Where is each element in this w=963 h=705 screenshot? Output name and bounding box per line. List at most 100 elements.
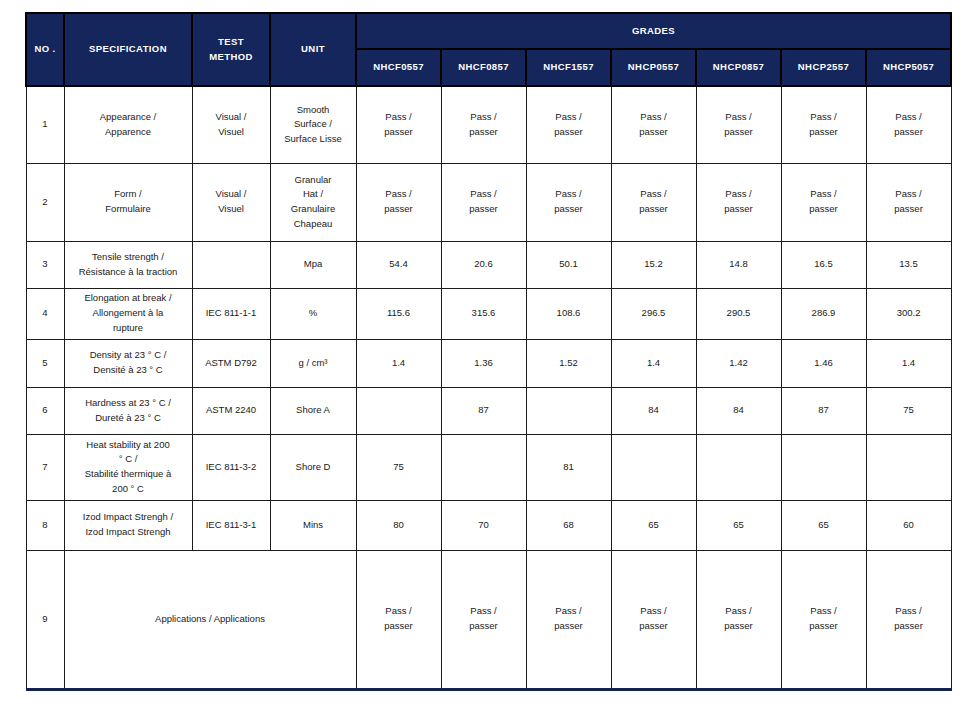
grade-value-cell: 15.2 (611, 241, 696, 288)
grade-value-cell: Pass / passer (781, 163, 866, 241)
grade-value-cell: Pass / passer (526, 550, 611, 689)
grade-value-cell: 65 (696, 500, 781, 550)
table-row: 8 Izod Impact Strengh / Izod Impact Stre… (26, 500, 951, 550)
unit-cell: Shore D (270, 434, 356, 500)
specification-cell: Izod Impact Strengh / Izod Impact Streng… (64, 500, 192, 550)
spec-table: NO . SPECIFICATION TEST METHOD UNIT GRAD… (25, 12, 952, 691)
row-number-cell: 3 (26, 241, 64, 288)
grade-value-cell: 1.46 (781, 339, 866, 387)
grade-value-cell: 1.4 (866, 339, 951, 387)
grade-value-cell: 108.6 (526, 288, 611, 339)
grade-value-cell: 65 (611, 500, 696, 550)
grade-value-cell: 81 (526, 434, 611, 500)
grade-value-cell (526, 387, 611, 434)
test-method-cell: Visual / Visuel (192, 86, 270, 163)
specification-cell: Heat stability at 200 ° C / Stabilité th… (64, 434, 192, 500)
unit-cell: % (270, 288, 356, 339)
grade-value-cell: 65 (781, 500, 866, 550)
grade-value-cell: 68 (526, 500, 611, 550)
grade-value-cell: Pass / passer (611, 550, 696, 689)
header-row-top: NO . SPECIFICATION TEST METHOD UNIT GRAD… (26, 13, 951, 49)
unit-cell: Smooth Surface / Surface Lisse (270, 86, 356, 163)
test-method-cell: ASTM D792 (192, 339, 270, 387)
table-row: 4 Elongation at break / Allongement à la… (26, 288, 951, 339)
grade-value-cell: 290.5 (696, 288, 781, 339)
row-number-cell: 9 (26, 550, 64, 689)
specification-cell: Hardness at 23 ° C / Dureté à 23 ° C (64, 387, 192, 434)
grade-value-cell: Pass / passer (356, 86, 441, 163)
grade-value-cell: 1.4 (611, 339, 696, 387)
col-header-grades: GRADES (356, 13, 951, 49)
row-number-cell: 4 (26, 288, 64, 339)
table-row: 7 Heat stability at 200 ° C / Stabilité … (26, 434, 951, 500)
col-header-specification: SPECIFICATION (64, 13, 192, 86)
grade-column-header: NHCF0857 (441, 49, 526, 86)
grade-value-cell: 87 (441, 387, 526, 434)
grade-value-cell: 60 (866, 500, 951, 550)
grade-value-cell: 115.6 (356, 288, 441, 339)
grade-value-cell: 75 (356, 434, 441, 500)
grade-column-header: NHCP0857 (696, 49, 781, 86)
unit-cell: Granular Hat / Granulaire Chapeau (270, 163, 356, 241)
table-row: 5 Density at 23 ° C / Densité à 23 ° C A… (26, 339, 951, 387)
grade-value-cell: Pass / passer (781, 550, 866, 689)
specification-cell: Tensile strength / Résistance à la tract… (64, 241, 192, 288)
grade-value-cell (356, 387, 441, 434)
row-number-cell: 7 (26, 434, 64, 500)
grade-value-cell: Pass / passer (781, 86, 866, 163)
grade-column-header: NHCF1557 (526, 49, 611, 86)
grade-value-cell: 296.5 (611, 288, 696, 339)
specification-cell: Form / Formulaire (64, 163, 192, 241)
grade-column-header: NHCP0557 (611, 49, 696, 86)
grade-value-cell: 84 (611, 387, 696, 434)
grade-value-cell: 87 (781, 387, 866, 434)
grade-value-cell: Pass / passer (356, 550, 441, 689)
unit-cell: Mpa (270, 241, 356, 288)
grade-value-cell (781, 434, 866, 500)
specification-cell: Density at 23 ° C / Densité à 23 ° C (64, 339, 192, 387)
grade-column-header: NHCP2557 (781, 49, 866, 86)
grade-value-cell: 50.1 (526, 241, 611, 288)
grade-value-cell: Pass / passer (441, 550, 526, 689)
grade-value-cell: 1.52 (526, 339, 611, 387)
grade-value-cell: 1.36 (441, 339, 526, 387)
grade-value-cell: 54.4 (356, 241, 441, 288)
spec-sheet-page: NO . SPECIFICATION TEST METHOD UNIT GRAD… (0, 0, 963, 705)
grade-value-cell: 84 (696, 387, 781, 434)
test-method-cell: IEC 811-3-2 (192, 434, 270, 500)
grade-value-cell (611, 434, 696, 500)
specification-cell: Appearance / Apparence (64, 86, 192, 163)
table-row: 3 Tensile strength / Résistance à la tra… (26, 241, 951, 288)
table-body: 1 Appearance / Apparence Visual / Visuel… (26, 86, 951, 689)
unit-cell: g / cm³ (270, 339, 356, 387)
grade-value-cell: 1.4 (356, 339, 441, 387)
table-row: 6 Hardness at 23 ° C / Dureté à 23 ° C A… (26, 387, 951, 434)
grade-column-header: NHCF0557 (356, 49, 441, 86)
grade-value-cell: Pass / passer (696, 86, 781, 163)
grade-value-cell: 20.6 (441, 241, 526, 288)
grade-value-cell (696, 434, 781, 500)
test-method-cell: IEC 811-1-1 (192, 288, 270, 339)
grade-value-cell: Pass / passer (441, 163, 526, 241)
grade-value-cell: 286.9 (781, 288, 866, 339)
grade-value-cell (441, 434, 526, 500)
test-method-cell: ASTM 2240 (192, 387, 270, 434)
row-number-cell: 6 (26, 387, 64, 434)
col-header-no: NO . (26, 13, 64, 86)
grade-column-header: NHCP5057 (866, 49, 951, 86)
grade-value-cell: Pass / passer (611, 163, 696, 241)
grade-value-cell: 1.42 (696, 339, 781, 387)
grade-value-cell (866, 434, 951, 500)
grade-value-cell: Pass / passer (526, 86, 611, 163)
col-header-unit: UNIT (270, 13, 356, 86)
col-header-test-method: TEST METHOD (192, 13, 270, 86)
table-header: NO . SPECIFICATION TEST METHOD UNIT GRAD… (26, 13, 951, 86)
grade-value-cell: Pass / passer (441, 86, 526, 163)
row-number-cell: 1 (26, 86, 64, 163)
grade-value-cell: Pass / passer (356, 163, 441, 241)
grade-value-cell: Pass / passer (866, 550, 951, 689)
grade-value-cell: 14.8 (696, 241, 781, 288)
grade-value-cell: 70 (441, 500, 526, 550)
grade-value-cell: 16.5 (781, 241, 866, 288)
grade-value-cell: Pass / passer (866, 86, 951, 163)
